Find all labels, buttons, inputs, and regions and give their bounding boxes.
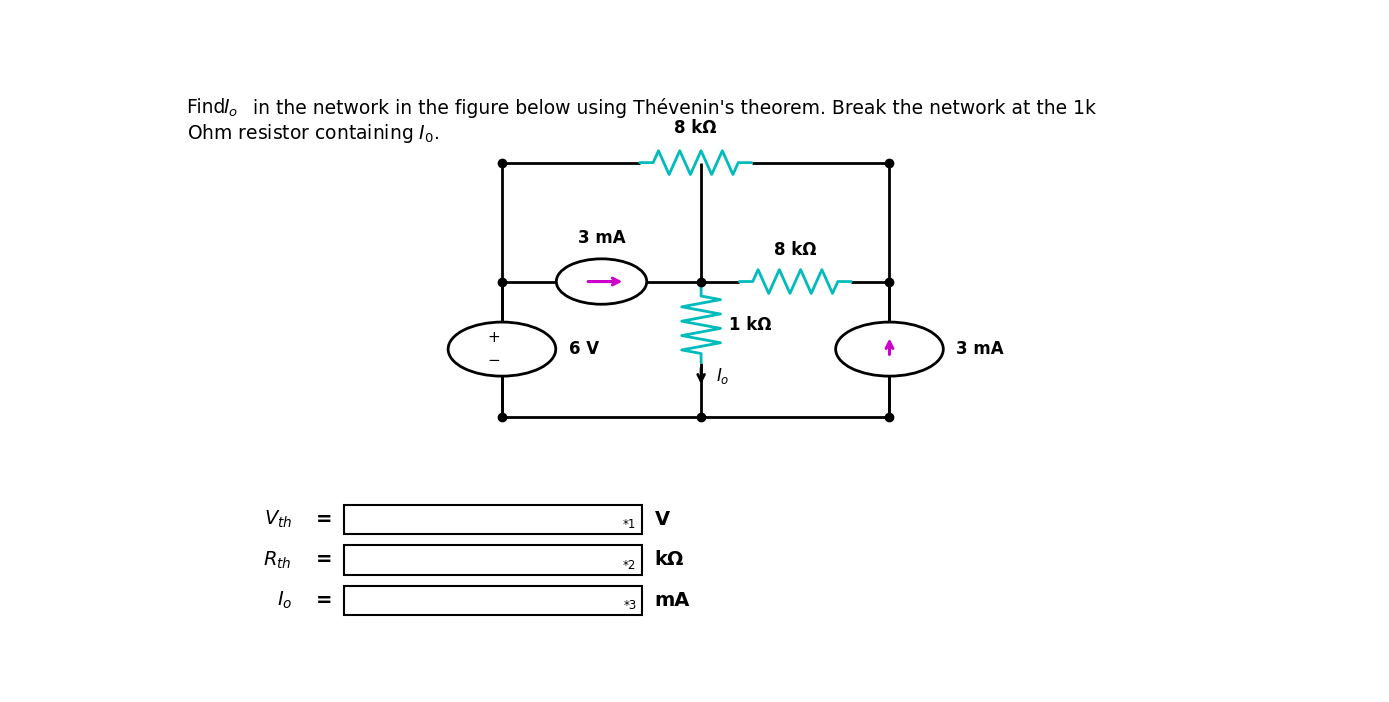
Bar xyxy=(343,585,642,616)
Text: 3 mA: 3 mA xyxy=(578,229,625,247)
Text: V: V xyxy=(654,510,669,529)
Text: in the network in the figure below using Thévenin's theorem. Break the network a: in the network in the figure below using… xyxy=(247,98,1096,118)
Text: $I_o$: $I_o$ xyxy=(224,98,238,119)
Text: Find: Find xyxy=(186,98,231,117)
Text: $R_{th}$: $R_{th}$ xyxy=(264,549,292,571)
Text: 6 V: 6 V xyxy=(568,340,599,358)
Text: *1: *1 xyxy=(624,518,636,531)
Text: 8 kΩ: 8 kΩ xyxy=(675,119,717,137)
Text: Ohm resistor containing $I_0$.: Ohm resistor containing $I_0$. xyxy=(186,122,439,145)
Text: $I_{o}$: $I_{o}$ xyxy=(276,590,292,611)
Text: 3 mA: 3 mA xyxy=(956,340,1004,358)
Text: −: − xyxy=(488,354,500,369)
Text: *2: *2 xyxy=(624,559,636,571)
Text: $V_{th}$: $V_{th}$ xyxy=(264,509,292,530)
Text: =: = xyxy=(317,550,332,569)
Circle shape xyxy=(449,322,556,376)
Text: 8 kΩ: 8 kΩ xyxy=(774,241,817,259)
Text: mA: mA xyxy=(654,591,690,610)
Text: $I_o$: $I_o$ xyxy=(717,366,729,386)
Text: 1 kΩ: 1 kΩ xyxy=(729,316,771,333)
Text: +: + xyxy=(488,330,500,345)
Bar xyxy=(343,545,642,575)
Text: =: = xyxy=(317,591,332,610)
Text: =: = xyxy=(317,510,332,529)
Text: kΩ: kΩ xyxy=(654,550,685,569)
Bar xyxy=(343,505,642,534)
Circle shape xyxy=(557,259,647,304)
Text: *3: *3 xyxy=(624,599,636,612)
Circle shape xyxy=(836,322,943,376)
